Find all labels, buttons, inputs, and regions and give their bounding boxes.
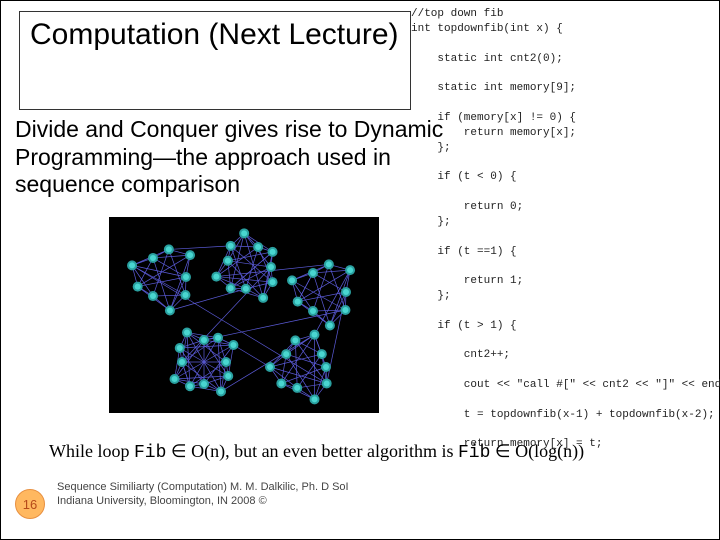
complexity-statement: While loop Fib ∈ O(n), but an even bette…: [49, 441, 679, 463]
complexity-in: ∈ O(n): [166, 441, 225, 461]
page-number: 16: [15, 489, 45, 519]
footer-citation: Sequence Similiarty (Computation) M. M. …: [57, 481, 357, 509]
complexity-pre: While loop: [49, 441, 134, 461]
complexity-end: ∈ O(log(n)): [490, 441, 584, 461]
slide-title: Computation (Next Lecture): [19, 11, 411, 110]
network-svg: [109, 217, 379, 413]
code-block: //top down fib int topdownfib(int x) { s…: [411, 7, 711, 452]
network-diagram: [109, 217, 379, 413]
slide: Computation (Next Lecture) Divide and Co…: [0, 0, 720, 540]
complexity-fib1: Fib: [134, 443, 166, 463]
body-text: Divide and Conquer gives rise to Dynamic…: [15, 116, 445, 199]
complexity-mid: , but an even better algorithm is: [225, 441, 458, 461]
complexity-fib2: Fib: [458, 443, 490, 463]
